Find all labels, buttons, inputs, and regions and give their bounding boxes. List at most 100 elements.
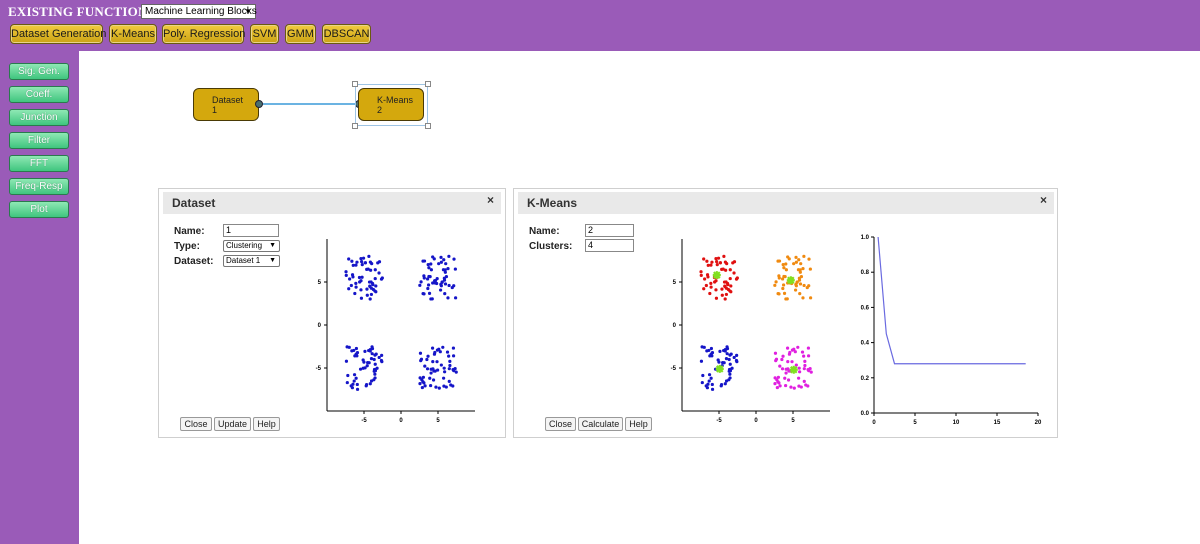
calculate-button[interactable]: Calculate [578,417,623,431]
data-point [732,260,737,264]
data-point [348,277,352,281]
help-button[interactable]: Help [253,417,280,431]
data-point [363,349,367,353]
help-button[interactable]: Help [625,417,652,431]
data-point [368,260,373,264]
data-point [801,267,805,271]
dataset-scatter-chart: -5 0 5 5 0 -5 [316,239,475,424]
data-point [369,292,374,297]
data-point [785,297,789,301]
resize-handle[interactable] [425,123,431,129]
update-button[interactable]: Update [214,417,251,431]
data-point [373,276,377,281]
data-point [354,285,358,289]
kmeans-scatter-chart: -5 0 5 5 0 -5 [671,239,830,424]
name-input[interactable]: 2 [585,224,634,237]
data-point [438,288,443,292]
resize-handle[interactable] [425,81,431,87]
connection-wire [259,103,360,105]
data-point [783,376,787,380]
data-point [365,267,369,271]
data-point [355,350,360,355]
dataset-select[interactable]: Dataset 1 ▼ [223,255,280,267]
data-point [775,385,779,390]
data-point [777,292,781,296]
dataset-label: Dataset: [174,256,214,267]
x-tick-label: 0 [872,420,876,426]
data-point [792,347,796,351]
data-point [798,268,802,272]
resize-handle[interactable] [352,123,358,129]
data-point [730,366,734,370]
data-point [427,291,432,295]
type-select[interactable]: Clustering ▼ [223,240,280,252]
data-point [702,257,706,261]
name-label: Name: [174,226,205,237]
data-point [728,276,732,281]
data-point [439,363,443,367]
data-point [446,267,450,271]
data-point [355,382,359,387]
data-point [709,263,713,267]
data-point [782,266,786,270]
data-point [732,355,736,360]
data-point [724,268,728,272]
sidebar-item-fft[interactable]: FFT [9,155,69,172]
dataset-block-name: Dataset [212,95,244,105]
name-input[interactable]: 1 [223,224,279,237]
resize-handle[interactable] [352,81,358,87]
data-point [797,376,801,380]
data-point [447,367,451,371]
data-point [699,273,703,277]
y-tick-label: 0.0 [861,411,870,417]
data-point [720,287,724,291]
gmm-button[interactable]: GMM [285,24,316,44]
sidebar-item-sig-gen[interactable]: Sig. Gen. [9,63,69,80]
x-tick-label: -5 [361,418,367,424]
close-icon[interactable]: × [487,193,495,207]
data-point [437,262,441,266]
dataset-block[interactable]: Dataset 1 [193,88,259,121]
data-point [438,350,442,354]
sidebar-item-coeff[interactable]: Coeff. [9,86,69,103]
dataset-generation-button[interactable]: Dataset Generation [10,24,106,44]
poly-regression-button[interactable]: Poly. Regression [162,24,245,44]
sidebar-item-filter[interactable]: Filter [9,132,69,149]
name-label: Name: [529,226,560,237]
data-point [445,350,450,354]
data-point [774,280,778,284]
sidebar-item-freq-resp[interactable]: Freq-Resp [9,178,69,195]
data-point [426,286,430,291]
close-icon[interactable]: × [1040,193,1048,207]
kmeans-button[interactable]: K-Means [109,24,157,44]
close-button[interactable]: Close [180,417,212,431]
data-point [777,276,781,280]
data-point [802,354,806,358]
svm-button[interactable]: SVM [250,24,279,44]
data-point [776,259,780,263]
output-port[interactable] [255,100,263,108]
data-point [784,262,788,266]
data-point [426,354,430,358]
data-point [425,367,430,371]
data-point [344,270,348,274]
sidebar-item-plot[interactable]: Plot [9,201,69,218]
data-point [454,296,458,300]
data-point [724,292,729,297]
clusters-input[interactable]: 4 [585,239,634,252]
data-point [799,274,804,279]
data-point [442,258,446,262]
data-point [720,267,724,271]
data-point [418,283,422,287]
dbscan-button[interactable]: DBSCAN [322,24,371,44]
data-point [361,256,366,260]
sidebar-item-junction[interactable]: Junction [9,109,69,126]
data-point [347,287,351,291]
y-tick-label: 0.6 [861,305,870,311]
category-select[interactable]: Machine Learning Blocks ▼ [141,4,257,19]
data-point [418,382,422,386]
kmeans-block[interactable]: K-Means 2 [358,88,424,121]
dataset-block-id: 1 [212,105,218,115]
close-button[interactable]: Close [545,417,576,431]
data-point [447,354,451,358]
